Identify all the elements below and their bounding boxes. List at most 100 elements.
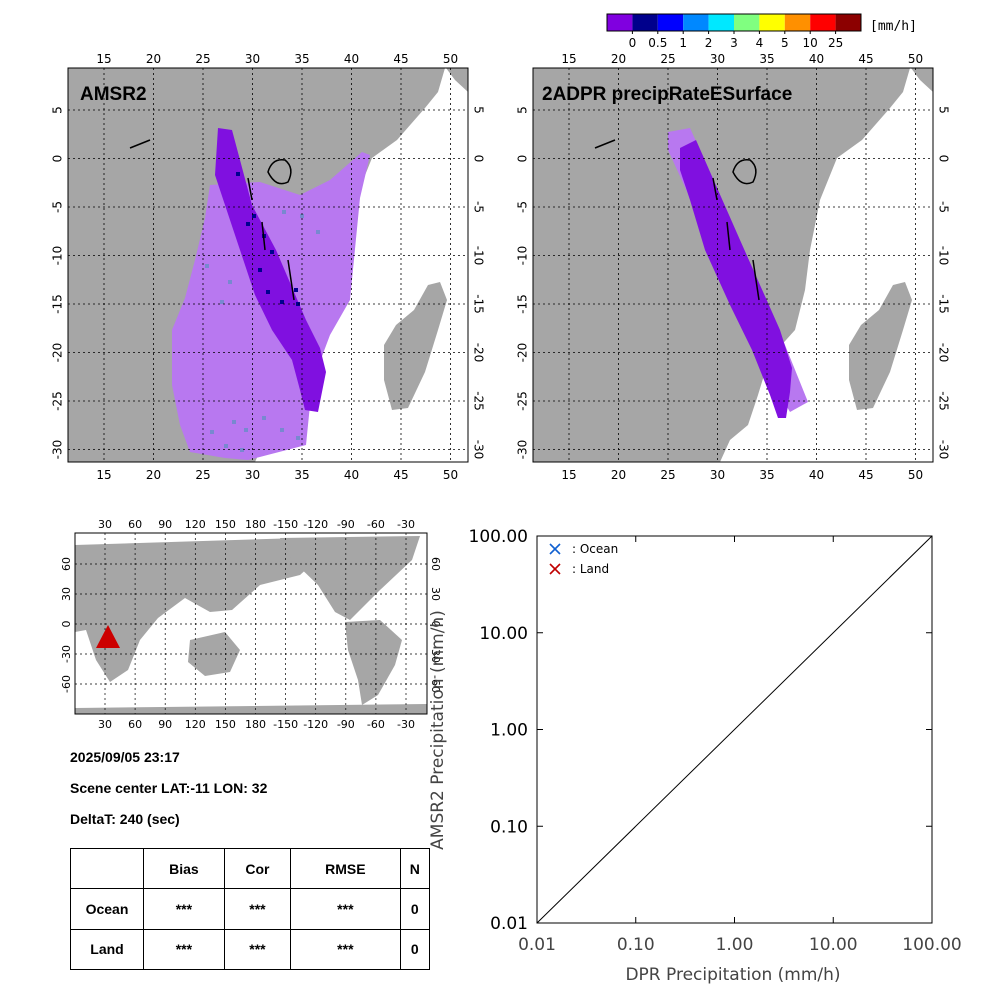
legend-label: : Land bbox=[572, 562, 609, 576]
scatter-chart: 0.01 0.10 1.00 10.00 100.00 0.01 0.10 1.00 10.00… bbox=[428, 527, 962, 985]
colorbar-swatch bbox=[657, 14, 684, 31]
left-lat-tick-label: 0 bbox=[60, 621, 73, 628]
table-cell: 0 bbox=[399, 888, 431, 930]
top-lon-tick-label: 50 bbox=[443, 52, 458, 66]
left-lat-tick-label: 5 bbox=[516, 106, 530, 114]
amsr2-lakes-coast bbox=[129, 139, 295, 301]
colorbar-tick-label: 2 bbox=[705, 36, 713, 50]
colorbar-swatch bbox=[835, 14, 861, 31]
top-lon-tick-label: 30 bbox=[98, 518, 112, 531]
table-header-cell: Cor bbox=[223, 847, 292, 890]
table-cell: *** bbox=[290, 888, 401, 930]
top-lon-tick-label: 60 bbox=[128, 518, 142, 531]
table-header-cell bbox=[70, 847, 144, 890]
bottom-lon-tick-label: 40 bbox=[344, 468, 359, 482]
scatter-legend: : Ocean : Land bbox=[549, 542, 618, 576]
colorbar: 0 0.5 1 2 3 4 5 10 25 bbox=[606, 13, 862, 50]
table-row-label: Ocean bbox=[70, 888, 144, 930]
top-lon-tick-label: 150 bbox=[215, 518, 236, 531]
x-tick-label: 10.00 bbox=[809, 935, 858, 955]
table-cell: *** bbox=[143, 888, 225, 930]
y-tick-label: 1.00 bbox=[490, 721, 528, 741]
right-lat-tick-label: -60 bbox=[429, 675, 442, 693]
table-header-cell: N bbox=[399, 847, 431, 890]
bottom-lon-tick-label: 60 bbox=[128, 718, 142, 731]
table-header-cell: Bias bbox=[143, 847, 225, 890]
bottom-lon-tick-label: -120 bbox=[303, 718, 328, 731]
bottom-lon-tick-label: 120 bbox=[185, 718, 206, 731]
amsr2-swath-edge bbox=[215, 128, 326, 412]
colorbar-tick-label: 0.5 bbox=[648, 36, 667, 50]
top-lon-tick-label: 20 bbox=[611, 52, 626, 66]
world-map-frame bbox=[74, 532, 428, 715]
left-lat-tick-label: -25 bbox=[51, 391, 65, 411]
top-lon-tick-label: 15 bbox=[561, 52, 576, 66]
colorbar-swatch bbox=[810, 14, 836, 31]
y-tick-label: 0.10 bbox=[490, 817, 528, 837]
right-lat-tick-label: 0 bbox=[937, 155, 951, 163]
top-lon-tick-label: 35 bbox=[294, 52, 309, 66]
left-lat-tick-label: -15 bbox=[51, 294, 65, 314]
amsr2-gridlines bbox=[68, 68, 468, 462]
y-tick-label: 0.01 bbox=[490, 914, 528, 934]
table-row: Land *** *** *** 0 bbox=[70, 928, 431, 971]
left-lat-tick-label: 5 bbox=[51, 106, 65, 114]
right-lat-tick-label: -25 bbox=[937, 391, 951, 411]
left-lat-tick-label: -15 bbox=[516, 294, 530, 314]
bottom-lon-tick-label: 20 bbox=[146, 468, 161, 482]
scene-datetime: 2025/09/05 23:17 bbox=[70, 749, 180, 765]
x-tick-label: 0.10 bbox=[617, 935, 655, 955]
left-lat-tick-label: -10 bbox=[51, 246, 65, 266]
top-lon-tick-label: 35 bbox=[759, 52, 774, 66]
world-continents bbox=[75, 536, 427, 714]
colorbar-tick-label: 5 bbox=[781, 36, 789, 50]
right-lat-tick-label: 0 bbox=[429, 621, 442, 628]
colorbar-swatch bbox=[708, 14, 734, 31]
x-tick-label: 0.01 bbox=[518, 935, 556, 955]
right-lat-tick-label: -20 bbox=[937, 343, 951, 363]
scene-delta-t: DeltaT: 240 (sec) bbox=[70, 811, 180, 827]
left-lat-tick-label: -30 bbox=[51, 440, 65, 460]
colorbar-swatch bbox=[607, 14, 633, 31]
table-cell: *** bbox=[290, 928, 401, 971]
right-lat-tick-label: 30 bbox=[429, 587, 442, 601]
legend-label: : Ocean bbox=[572, 542, 618, 556]
x-tick-label: 100.00 bbox=[902, 935, 961, 955]
dpr-gridlines bbox=[533, 68, 933, 462]
y-tick-label: 10.00 bbox=[479, 624, 528, 644]
amsr2-precip-field bbox=[172, 128, 370, 460]
colorbar-swatch bbox=[784, 14, 811, 31]
right-lat-tick-label: -30 bbox=[937, 440, 951, 460]
world-locator-map: 30 30 60 60 90 90 120 120 150 150 180 180 -150 -150 -1… bbox=[60, 518, 442, 731]
y-tick-label: 100.00 bbox=[469, 527, 528, 547]
right-lat-tick-label: 60 bbox=[429, 557, 442, 571]
statistics-table: Bias Cor RMSE N Ocean *** *** *** 0 Land… bbox=[70, 847, 431, 971]
antarctica bbox=[75, 704, 427, 714]
scatter-axis-ticks: 0.01 0.10 1.00 10.00 100.00 0.01 0.10 1.00 10.00… bbox=[469, 527, 962, 955]
bottom-lon-tick-label: 15 bbox=[561, 468, 576, 482]
arabia-landmass bbox=[911, 68, 933, 92]
scatter-x-axis-label: DPR Precipitation (mm/h) bbox=[625, 965, 840, 985]
left-lat-tick-label: -25 bbox=[516, 391, 530, 411]
table-cell: 0 bbox=[399, 928, 431, 971]
left-lat-tick-label: -60 bbox=[60, 675, 73, 693]
scene-center-coordinates: Scene center LAT:-11 LON: 32 bbox=[70, 780, 268, 796]
right-lat-tick-label: -30 bbox=[429, 645, 442, 663]
bottom-lon-tick-label: 30 bbox=[710, 468, 725, 482]
arabia-landmass bbox=[446, 68, 468, 92]
table-header-row: Bias Cor RMSE N bbox=[70, 847, 431, 890]
world-axis-ticks: 30 30 60 60 90 90 120 120 150 150 180 180 -150 -150 -1… bbox=[60, 518, 442, 731]
dpr-panel-title: 2ADPR precipRateESurface bbox=[542, 84, 792, 105]
table-cell: *** bbox=[143, 928, 225, 971]
bottom-lon-tick-label: 25 bbox=[195, 468, 210, 482]
south-america bbox=[345, 620, 402, 705]
left-lat-tick-label: 0 bbox=[51, 155, 65, 163]
top-lon-tick-label: 15 bbox=[96, 52, 111, 66]
colorbar-tick-label: 3 bbox=[730, 36, 738, 50]
bottom-lon-tick-label: 40 bbox=[809, 468, 824, 482]
top-lon-tick-label: 20 bbox=[146, 52, 161, 66]
top-lon-tick-label: -120 bbox=[303, 518, 328, 531]
bottom-lon-tick-label: 50 bbox=[908, 468, 923, 482]
